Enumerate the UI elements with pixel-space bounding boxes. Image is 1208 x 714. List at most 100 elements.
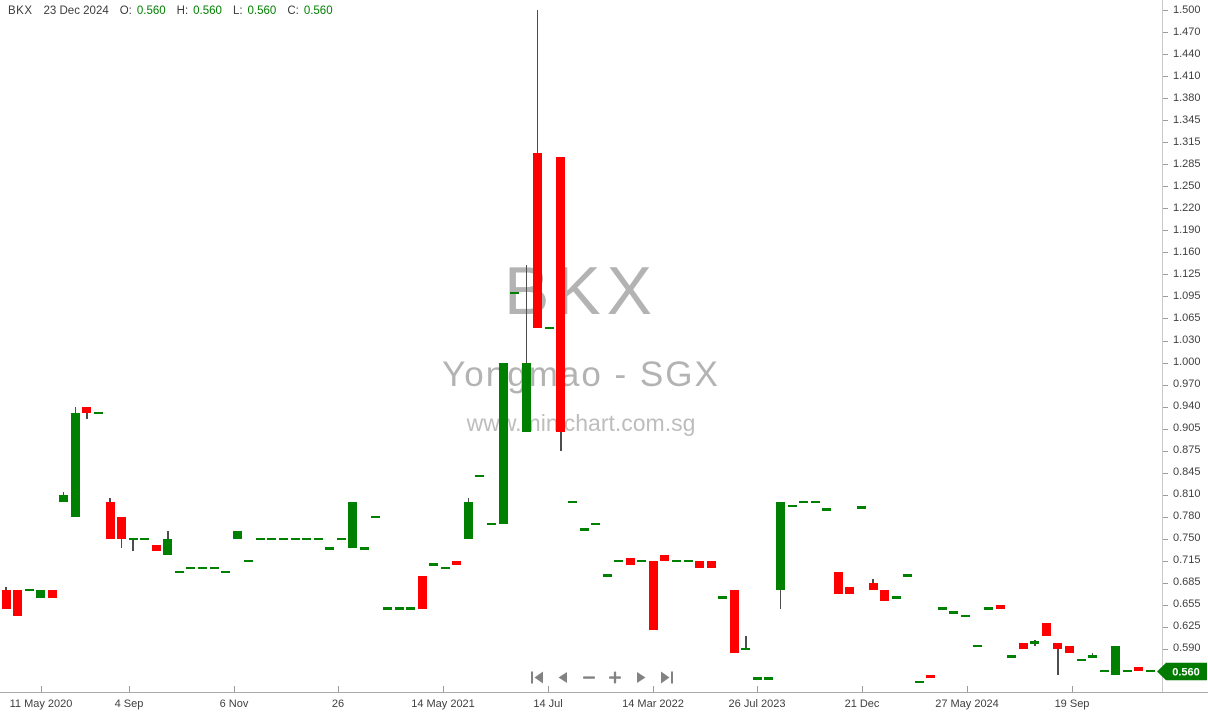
candle-body-down [1018,642,1028,649]
candle-body-down [533,153,543,328]
candle-body-up [637,559,647,563]
time-axis-tick [234,686,235,692]
price-axis-tick [1163,208,1168,210]
time-axis-tick [41,686,42,692]
legend-field-label: O: [119,5,132,17]
price-axis-tick [1163,32,1168,34]
zoom-out-button[interactable] [582,671,596,684]
price-axis-label: 1.380 [1173,91,1201,104]
price-axis-label: 0.875 [1173,444,1201,457]
candle-body-down [660,554,670,561]
candle-body-up [799,500,809,504]
price-axis-label: 0.940 [1173,400,1201,413]
candle-body-up [972,644,982,648]
candle-body-up [209,566,219,570]
candle-body-down [452,560,462,565]
candle-body-up [186,566,196,570]
price-axis-label: 1.000 [1173,356,1201,369]
price-axis-label: 0.905 [1173,422,1201,435]
step-back-button[interactable] [556,671,570,684]
price-axis-label: 0.970 [1173,378,1201,391]
candle-body-down [868,582,878,591]
candle-body-up [498,362,508,525]
price-axis-tick [1163,582,1168,584]
date-axis-label: 21 Dec [844,698,880,710]
candle-body-up [128,537,138,541]
candle-body-up [602,574,612,577]
candle-body-down [417,575,427,609]
skip-to-start-button[interactable] [530,671,544,684]
legend-field-label: L: [232,5,243,17]
candle-body-up [1099,669,1109,673]
price-axis-tick [1163,560,1168,562]
date-axis-label: 27 May 2024 [935,698,999,710]
time-axis-tick [967,686,968,692]
zoom-in-button[interactable] [608,671,622,684]
candle-body-down [625,557,635,565]
candle-body-up [336,537,346,541]
price-axis-tick [1163,142,1168,144]
step-forward-button[interactable] [634,671,648,684]
candle-body-up [359,547,369,550]
price-axis-tick [1163,626,1168,628]
candle-body-up [278,537,288,541]
candle-body-up [475,474,485,478]
date-axis-label: 26 Jul 2023 [728,698,786,710]
price-axis-tick [1163,186,1168,188]
price-axis-label: 0.655 [1173,598,1201,611]
date-axis-label: 19 Sep [1054,698,1090,710]
candle-wick [86,406,88,420]
legend-field-value: 0.560 [303,5,333,17]
candle-body-up [348,502,358,549]
price-axis-tick [1163,98,1168,100]
candle-body-down [695,560,705,569]
candle-body-up [741,647,751,651]
legend-symbol: BKX [8,5,33,17]
time-axis-tick [757,686,758,692]
candle-body-up [221,570,231,574]
candle-body-up [949,611,959,614]
candle-body-up [810,500,820,504]
candle-body-up [382,607,392,610]
candle-body-up [371,515,381,519]
candle-body-up [1122,669,1132,673]
price-axis-tick [1163,10,1168,11]
date-axis-label: 26 [331,698,345,710]
legend-field: H: 0.560 [177,5,222,17]
price-axis-label: 0.845 [1173,466,1201,479]
price-axis-label: 1.065 [1173,311,1201,324]
legend-field-value: 0.560 [247,5,277,17]
time-axis-tick [443,686,444,692]
candle-body-up [984,607,994,610]
legend-field-label: C: [287,5,299,17]
candle-body-up [59,494,69,503]
price-axis-label: 0.750 [1173,532,1201,545]
legend-field: O: 0.560 [120,5,166,17]
candle-body-up [856,505,866,510]
candle-body-up [591,522,601,526]
skip-to-end-button[interactable] [660,671,674,684]
candle-body-up [544,326,554,330]
price-axis-tick [1163,296,1168,298]
candle-body-up [244,559,254,563]
price-axis-tick [1163,450,1168,452]
candle-body-down [926,674,936,679]
date-axis-label: 4 Sep [114,698,144,710]
candle-body-up [255,537,265,541]
legend-ohlc-fields: O: 0.560 H: 0.560 L: 0.560 C: 0.560 [120,5,333,17]
candle-body-up [174,570,184,574]
time-axis-tick [338,686,339,692]
price-axis-separator [1162,0,1163,692]
price-axis-tick [1163,362,1168,364]
candle-body-up [429,563,439,566]
step-back-icon [558,672,567,683]
candle-body-down [995,604,1005,609]
price-axis-tick [1163,54,1168,56]
chart-nav-toolbar [530,671,674,684]
candle-body-up [406,607,416,610]
legend-date: 23 Dec 2024 [43,5,109,17]
price-axis-label: 1.345 [1173,113,1201,126]
candle-wick [1091,652,1094,657]
zoom-out-icon [583,676,595,679]
time-axis-tick [862,686,863,692]
